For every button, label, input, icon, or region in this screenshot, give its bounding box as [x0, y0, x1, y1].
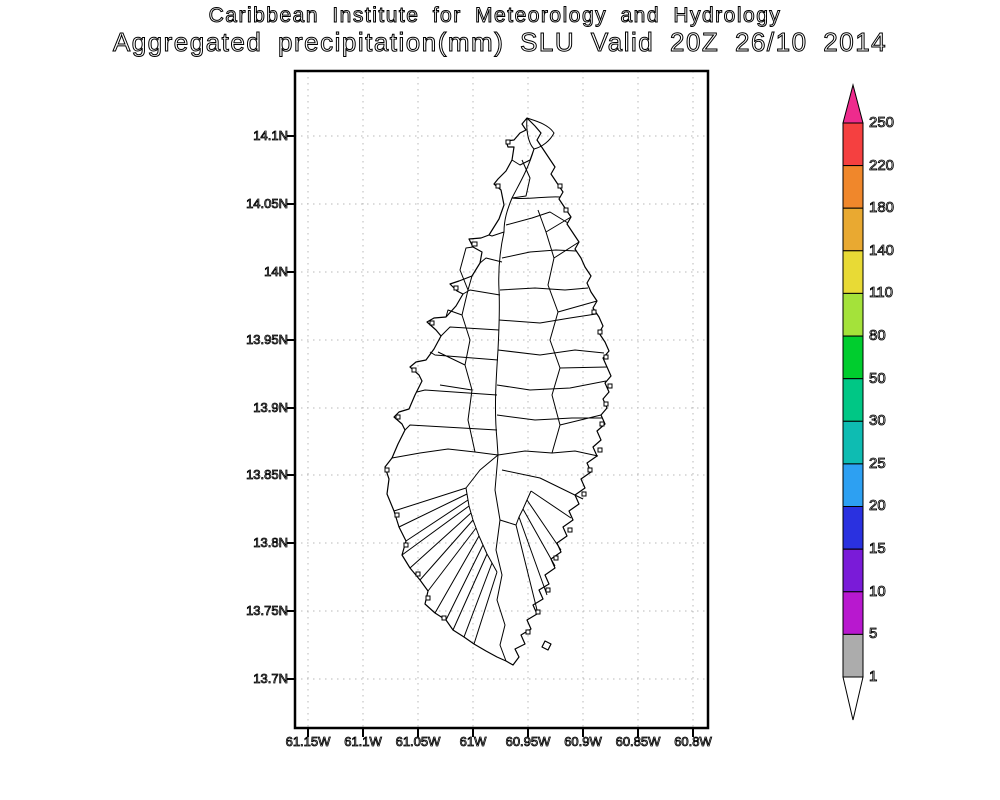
saint-lucia-coastline — [384, 117, 612, 666]
grid-lines — [295, 71, 708, 728]
page-subtitle: Aggregated precipitation(mm) SLU Valid 2… — [112, 27, 888, 58]
colorbar-label: 220 — [869, 157, 895, 175]
plot-frame — [293, 69, 710, 730]
colorbar-segment — [842, 122, 864, 167]
watershed-southeast-fan — [499, 490, 572, 611]
colorbar — [842, 83, 864, 721]
offshore-islet — [541, 640, 552, 651]
watershed-main-divides — [391, 117, 599, 662]
lat-label: 13.9N — [253, 400, 289, 416]
colorbar-segment — [842, 292, 864, 337]
watershed-southwest-fan — [393, 454, 499, 645]
colorbar-label: 180 — [869, 199, 895, 217]
colorbar-segment — [842, 548, 864, 593]
colorbar-label: 140 — [869, 242, 895, 260]
colorbar-label: 25 — [869, 455, 887, 473]
lon-label: 60.9W — [564, 734, 602, 750]
lon-label: 61.05W — [395, 734, 441, 750]
lat-label: 13.75N — [246, 603, 289, 619]
colorbar-label: 15 — [869, 540, 887, 558]
colorbar-segment — [842, 506, 864, 550]
colorbar-label: 1 — [869, 668, 878, 686]
watershed-east-branches — [496, 196, 608, 500]
colorbar-arrow-down — [842, 676, 864, 721]
axis-ticks — [286, 135, 694, 737]
coastal-spurs — [384, 139, 613, 635]
colorbar-segment — [842, 165, 864, 209]
colorbar-segment — [842, 420, 864, 465]
lon-label: 60.8W — [674, 734, 712, 750]
watershed-boundaries — [391, 117, 608, 662]
colorbar-segment — [842, 250, 864, 294]
lon-label: 60.95W — [505, 734, 551, 750]
lon-label: 61.1W — [344, 734, 382, 750]
lat-label: 14N — [264, 264, 289, 280]
colorbar-segment — [842, 207, 864, 252]
colorbar-segment — [842, 335, 864, 380]
lat-label: 14.1N — [253, 128, 289, 144]
lat-label: 13.95N — [246, 332, 289, 348]
watershed-west-branches — [404, 148, 535, 453]
colorbar-arrow-up — [842, 83, 864, 124]
colorbar-label: 30 — [869, 412, 887, 430]
colorbar-segment — [842, 591, 864, 635]
colorbar-label: 5 — [869, 625, 878, 643]
page-title: Caribbean Institute for Meteorology and … — [208, 4, 782, 28]
colorbar-segment — [842, 378, 864, 422]
lat-label: 13.7N — [253, 671, 289, 687]
colorbar-label: 10 — [869, 583, 887, 601]
colorbar-label: 50 — [869, 370, 887, 388]
lon-label: 61.15W — [285, 734, 331, 750]
colorbar-label: 80 — [869, 327, 887, 345]
colorbar-segment — [842, 633, 864, 678]
lon-label: 60.85W — [615, 734, 661, 750]
lat-label: 13.85N — [246, 467, 289, 483]
colorbar-segment — [842, 463, 864, 507]
lat-label: 14.05N — [246, 196, 289, 212]
lat-label: 13.8N — [253, 535, 289, 551]
colorbar-label: 110 — [869, 284, 894, 302]
colorbar-label: 20 — [869, 497, 887, 515]
lon-label: 61W — [459, 734, 487, 750]
colorbar-label: 250 — [869, 114, 895, 132]
